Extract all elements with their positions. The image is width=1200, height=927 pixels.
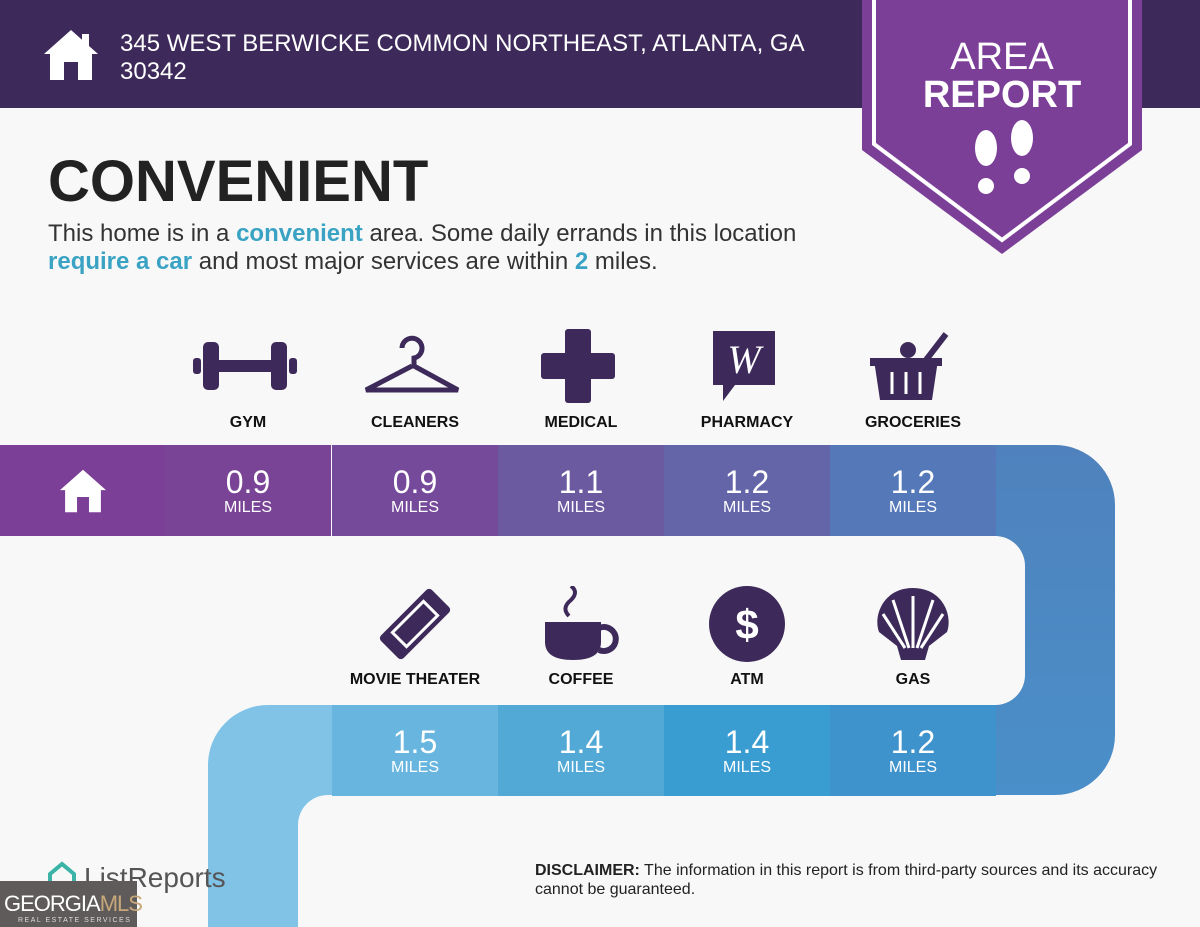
walgreens-icon: W	[689, 326, 799, 406]
distance-cell-coffee: 1.4 MILES	[498, 705, 664, 796]
dumbbell-icon	[190, 326, 300, 406]
georgia-mls-logo: GEORGIAMLS REAL ESTATE SERVICES	[0, 881, 143, 927]
ticket-icon	[360, 584, 470, 664]
amenity-label: MEDICAL	[544, 414, 618, 431]
distance-cell-medical: 1.1 MILES	[498, 445, 664, 536]
amenity-label: GROCERIES	[864, 414, 961, 431]
distance-cell-gas: 1.2 MILES	[830, 705, 996, 796]
svg-text:W: W	[727, 337, 764, 382]
distance-cell-movie-theater: 1.5 MILES	[332, 705, 498, 796]
distance-unit: MILES	[722, 758, 771, 776]
area-report-badge	[862, 0, 1142, 254]
distance-cell-groceries: 1.2 MILES	[830, 445, 996, 536]
property-address: 345 WEST BERWICKE COMMON NORTHEAST, ATLA…	[120, 30, 804, 85]
distance-unit: MILES	[223, 498, 272, 516]
amenity-label: CLEANERS	[370, 414, 459, 431]
distance-unit: MILES	[888, 758, 937, 776]
description: This home is in a convenient area. Some …	[48, 220, 797, 275]
badge-title: AREA REPORT	[922, 36, 1082, 116]
amenity-label: ATM	[730, 671, 764, 688]
distance-unit: MILES	[888, 498, 937, 516]
distance-unit: MILES	[556, 758, 605, 776]
amenity-label: GAS	[895, 671, 931, 688]
dollar-icon: $	[692, 584, 802, 664]
distance-unit: MILES	[556, 498, 605, 516]
hanger-icon	[357, 326, 467, 406]
distance-unit: MILES	[722, 498, 771, 516]
disclaimer: DISCLAIMER: The information in this repo…	[535, 862, 1158, 898]
distance-value: 1.4	[724, 723, 770, 760]
distance-value: 1.2	[724, 463, 770, 500]
distance-cell-cleaners: 0.9 MILES	[332, 445, 498, 536]
home-icon	[59, 469, 106, 512]
svg-text:$: $	[735, 601, 758, 648]
medical-cross-icon	[523, 326, 633, 406]
distance-value: 1.5	[392, 723, 438, 760]
distance-value: 1.1	[558, 463, 604, 500]
distance-cell-pharmacy: 1.2 MILES	[664, 445, 830, 536]
distance-cell-atm: 1.4 MILES	[664, 705, 830, 796]
distance-unit: MILES	[390, 498, 439, 516]
home-icon	[44, 30, 98, 80]
shell-icon	[858, 584, 968, 664]
distance-unit: MILES	[390, 758, 439, 776]
page-title: CONVENIENT	[48, 149, 429, 214]
amenity-label: COFFEE	[548, 671, 614, 688]
amenity-label: MOVIE THEATER	[349, 671, 481, 688]
grocery-basket-icon	[855, 326, 965, 406]
distance-value: 0.9	[392, 463, 438, 500]
coffee-cup-icon	[526, 584, 636, 664]
distance-value: 1.2	[890, 723, 936, 760]
distance-value: 0.9	[225, 463, 271, 500]
amenity-label: PHARMACY	[700, 414, 794, 431]
distance-cell-gym: 0.9 MILES	[165, 445, 331, 536]
distance-value: 1.4	[558, 723, 604, 760]
home-cell	[0, 445, 165, 536]
footprints-icon	[975, 120, 1033, 194]
amenity-label: GYM	[229, 414, 267, 431]
distance-value: 1.2	[890, 463, 936, 500]
